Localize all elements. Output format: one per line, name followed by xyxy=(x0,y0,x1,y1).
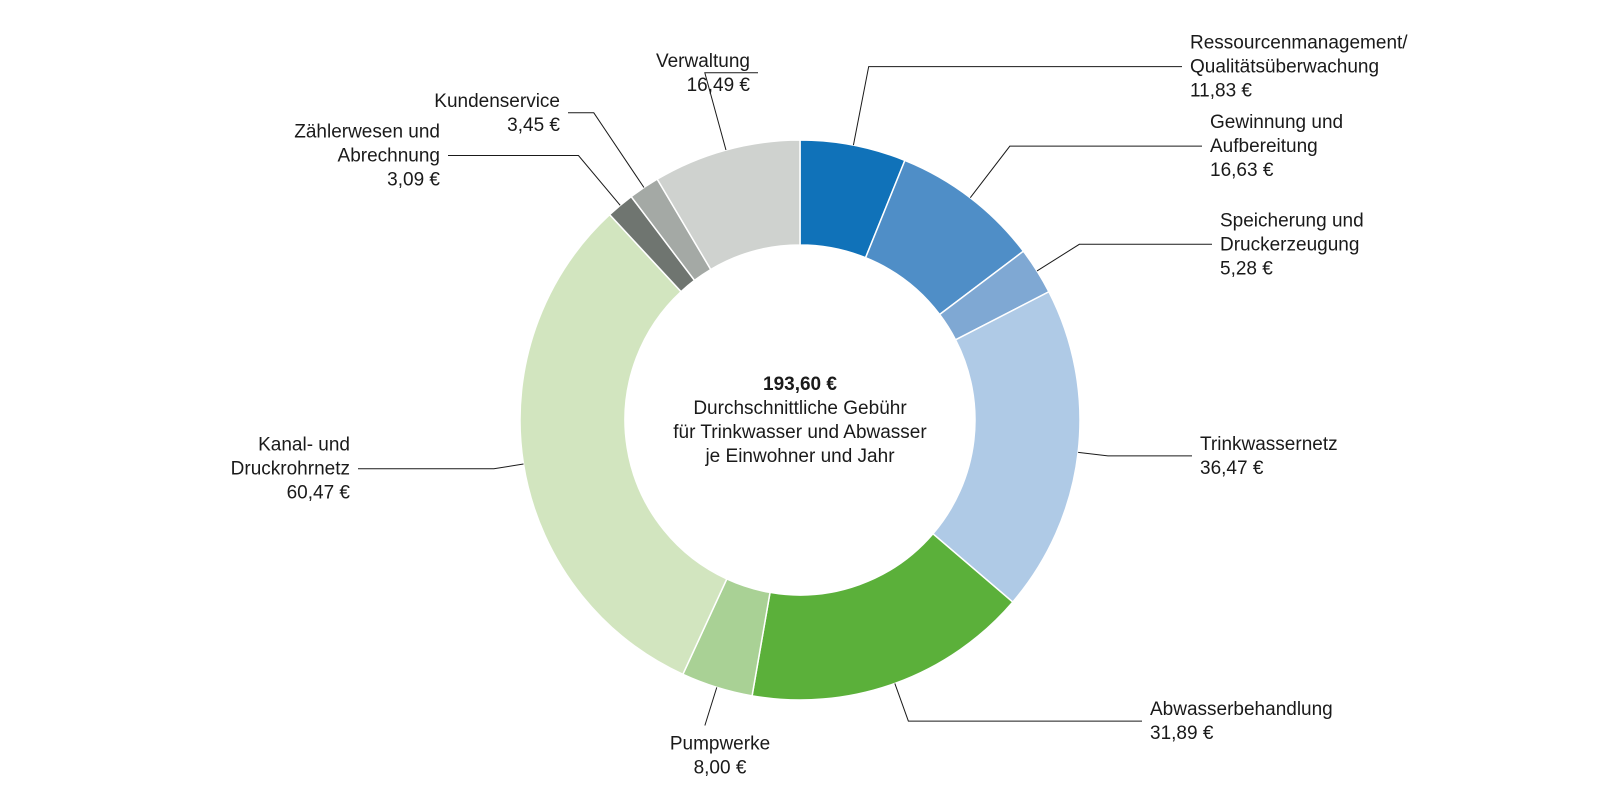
slice-label-7: Zählerwesen undAbrechnung3,09 € xyxy=(294,122,440,191)
center-text-line-0: 193,60 € xyxy=(763,374,837,395)
slice-label-5: Pumpwerke8,00 € xyxy=(670,734,770,779)
slice-label-1: Gewinnung undAufbereitung16,63 € xyxy=(1210,112,1343,181)
slice-label-6: Kanal- undDruckrohrnetz60,47 € xyxy=(231,435,351,504)
slice-label-3: Trinkwassernetz36,47 € xyxy=(1200,434,1338,479)
center-text-line-2: für Trinkwasser und Abwasser xyxy=(673,422,927,443)
center-text-line-1: Durchschnittliche Gebühr xyxy=(693,398,907,419)
leader-line-5 xyxy=(705,687,717,725)
slice-label-4: Abwasserbehandlung31,89 € xyxy=(1150,699,1333,744)
donut-slice-6 xyxy=(520,215,727,675)
donut-chart: Ressourcenmanagement/Qualitätsüberwachun… xyxy=(0,0,1600,800)
slice-label-8: Kundenservice3,45 € xyxy=(434,91,560,136)
leader-line-1 xyxy=(970,146,1202,198)
leader-line-6 xyxy=(358,464,523,469)
leader-line-7 xyxy=(448,156,620,206)
slice-label-0: Ressourcenmanagement/Qualitätsüberwachun… xyxy=(1190,33,1408,102)
leader-line-8 xyxy=(568,113,644,188)
leader-line-4 xyxy=(895,683,1142,721)
slice-label-2: Speicherung undDruckerzeugung5,28 € xyxy=(1220,210,1364,279)
leader-line-3 xyxy=(1078,452,1192,455)
leader-line-2 xyxy=(1037,244,1212,271)
leader-line-0 xyxy=(853,67,1182,146)
center-text-line-3: je Einwohner und Jahr xyxy=(704,446,895,467)
